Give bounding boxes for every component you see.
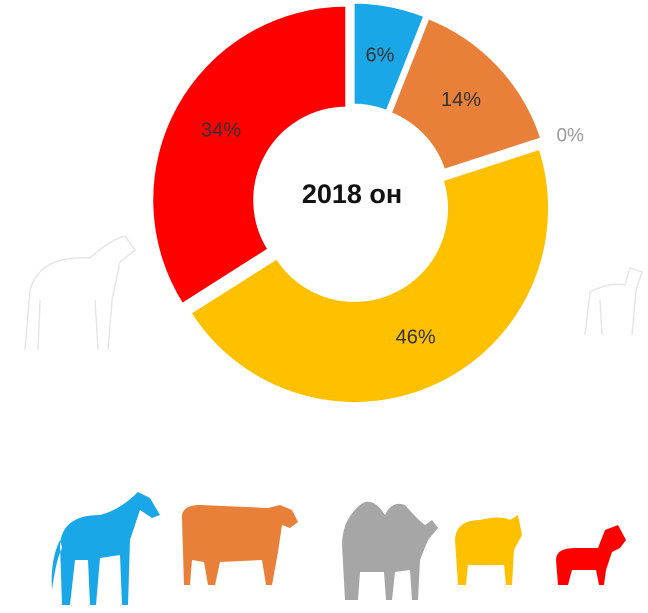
legend-icon [556, 525, 626, 585]
legend-icon [342, 501, 438, 600]
slice-label: 6% [366, 44, 395, 66]
legend-icon [51, 492, 160, 605]
center-label: 2018 он [302, 179, 402, 209]
slice-label: 34% [201, 119, 241, 141]
slice-label: 14% [441, 89, 481, 111]
donut-slice [187, 146, 552, 405]
slice-label: 0% [556, 126, 584, 147]
donut-slice [150, 3, 349, 307]
donut-slice [351, 0, 427, 114]
donut-slice [388, 15, 544, 173]
legend-icon [181, 505, 298, 585]
background-sketches [24, 235, 643, 351]
legend-icon [455, 515, 522, 585]
slice-label: 46% [396, 327, 436, 349]
